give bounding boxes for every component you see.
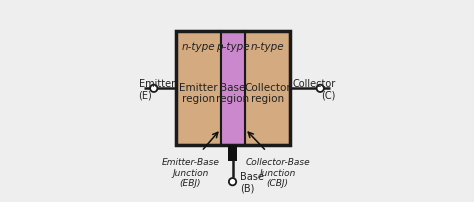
Text: Collector
(C): Collector (C) xyxy=(292,78,336,100)
Bar xyxy=(245,32,290,145)
Bar xyxy=(176,32,290,145)
Text: Emitter
(E): Emitter (E) xyxy=(138,78,175,100)
Text: n-type: n-type xyxy=(182,41,215,52)
Circle shape xyxy=(229,178,236,185)
Text: Collector
region: Collector region xyxy=(244,82,291,104)
Bar xyxy=(176,32,221,145)
Text: Emitter-Base
Junction
(EBJ): Emitter-Base Junction (EBJ) xyxy=(161,158,219,187)
Text: Collector-Base
Junction
(CBJ): Collector-Base Junction (CBJ) xyxy=(245,158,310,187)
Circle shape xyxy=(317,85,324,93)
Text: p-type: p-type xyxy=(216,41,250,52)
Text: Emitter
region: Emitter region xyxy=(179,82,218,104)
Bar xyxy=(221,32,245,145)
Circle shape xyxy=(150,85,157,93)
Bar xyxy=(228,145,237,162)
Text: Base
region: Base region xyxy=(216,82,249,104)
Text: n-type: n-type xyxy=(251,41,284,52)
Text: Base
(B): Base (B) xyxy=(240,171,264,193)
